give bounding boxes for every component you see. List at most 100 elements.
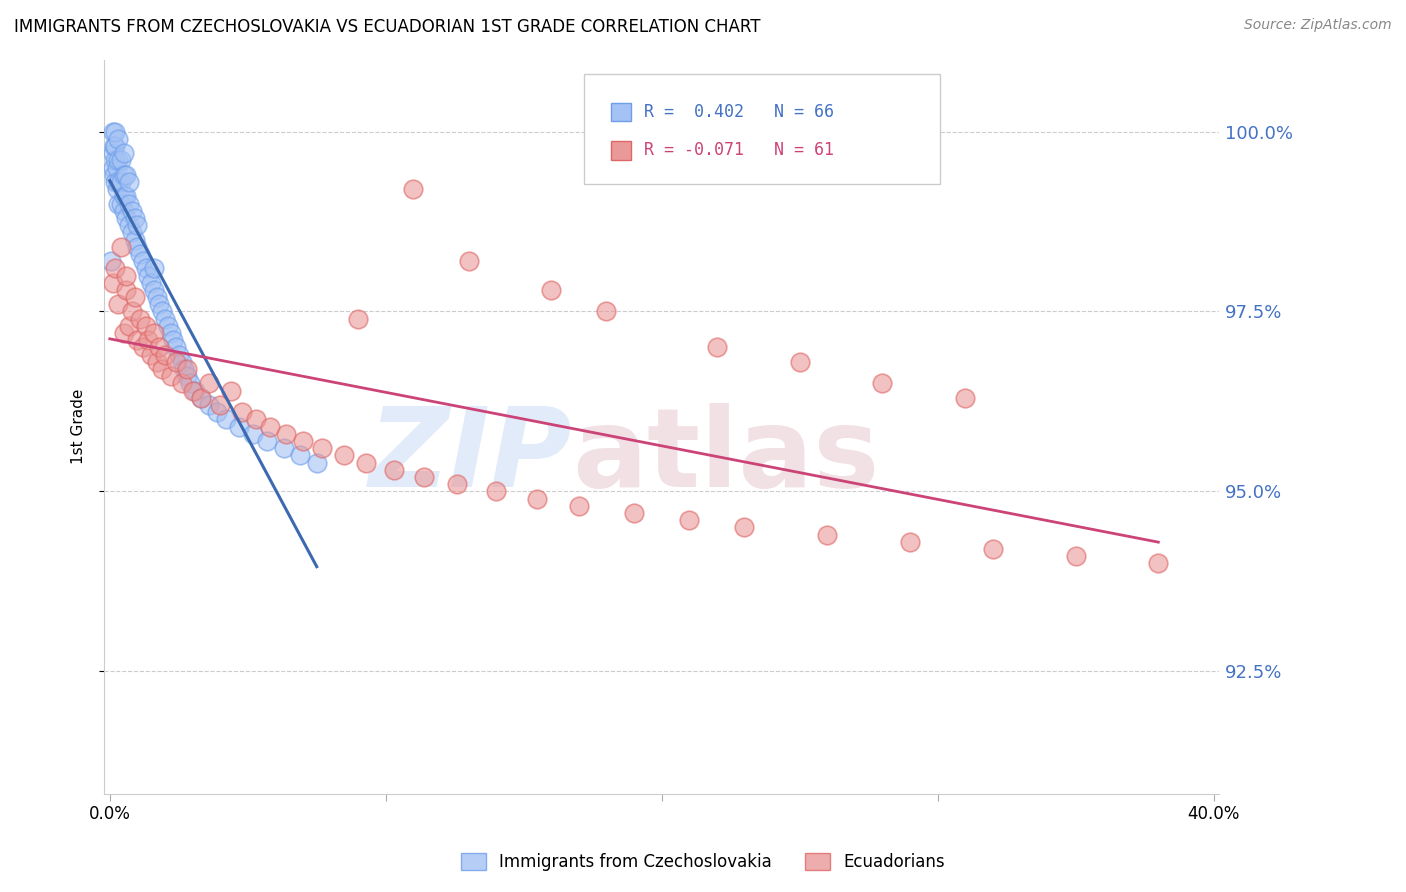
Point	[138, 268, 160, 283]
Point	[112, 189, 135, 203]
Point	[105, 182, 128, 196]
Point	[184, 384, 207, 398]
Point	[107, 297, 129, 311]
Point	[242, 426, 264, 441]
FancyBboxPatch shape	[612, 141, 631, 160]
Point	[198, 376, 221, 391]
Point	[112, 168, 135, 182]
Point	[135, 318, 157, 333]
Point	[290, 449, 312, 463]
Point	[173, 362, 195, 376]
Point	[215, 412, 238, 426]
Point	[623, 506, 645, 520]
Point	[170, 355, 193, 369]
Point	[124, 290, 146, 304]
Point	[103, 139, 125, 153]
Point	[148, 341, 170, 355]
Point	[129, 311, 152, 326]
Point	[457, 254, 479, 268]
Point	[305, 456, 328, 470]
Point	[104, 139, 127, 153]
Point	[110, 196, 132, 211]
Point	[595, 304, 617, 318]
Point	[104, 175, 127, 189]
Point	[101, 124, 124, 138]
Point	[815, 527, 838, 541]
Y-axis label: 1st Grade: 1st Grade	[72, 389, 86, 465]
Point	[118, 318, 141, 333]
Point	[143, 326, 166, 340]
Point	[115, 189, 138, 203]
Point	[402, 182, 425, 196]
Point	[115, 211, 138, 225]
Point	[156, 318, 179, 333]
Point	[259, 419, 281, 434]
Point	[179, 376, 201, 391]
Point	[115, 168, 138, 182]
Point	[1147, 557, 1170, 571]
Point	[153, 348, 176, 362]
Point	[112, 146, 135, 161]
Point	[446, 477, 468, 491]
Point	[118, 218, 141, 232]
Point	[110, 153, 132, 168]
Point	[124, 233, 146, 247]
Point	[118, 196, 141, 211]
Point	[115, 268, 138, 283]
Point	[110, 175, 132, 189]
Point	[356, 456, 378, 470]
Point	[129, 247, 152, 261]
Point	[176, 362, 198, 376]
Legend: Immigrants from Czechoslovakia, Ecuadorians: Immigrants from Czechoslovakia, Ecuadori…	[453, 845, 953, 880]
Point	[104, 261, 127, 276]
Point	[181, 384, 204, 398]
Point	[190, 391, 212, 405]
Point	[347, 311, 370, 326]
Point	[190, 391, 212, 405]
Point	[121, 225, 143, 239]
Point	[101, 161, 124, 175]
Point	[540, 283, 562, 297]
Point	[276, 426, 298, 441]
Point	[153, 311, 176, 326]
Point	[132, 341, 155, 355]
Text: Source: ZipAtlas.com: Source: ZipAtlas.com	[1244, 18, 1392, 32]
Point	[141, 348, 163, 362]
Point	[706, 341, 728, 355]
Point	[103, 168, 125, 182]
Text: R = -0.071   N = 61: R = -0.071 N = 61	[644, 141, 834, 160]
Point	[198, 398, 221, 412]
Point	[124, 211, 146, 225]
Point	[898, 534, 921, 549]
Point	[311, 441, 333, 455]
Point	[245, 412, 267, 426]
Point	[100, 254, 122, 268]
Point	[207, 405, 229, 419]
Point	[789, 355, 811, 369]
FancyBboxPatch shape	[583, 74, 941, 185]
Point	[104, 153, 127, 168]
Point	[165, 355, 187, 369]
Point	[526, 491, 548, 506]
Point	[141, 276, 163, 290]
Point	[148, 297, 170, 311]
Point	[733, 520, 755, 534]
Point	[333, 449, 356, 463]
Point	[121, 203, 143, 218]
Point	[872, 376, 894, 391]
Point	[135, 261, 157, 276]
Point	[107, 175, 129, 189]
Point	[143, 261, 166, 276]
Point	[107, 153, 129, 168]
Point	[165, 341, 187, 355]
Point	[145, 290, 167, 304]
Point	[170, 376, 193, 391]
Point	[121, 304, 143, 318]
FancyBboxPatch shape	[612, 103, 631, 121]
Point	[209, 398, 232, 412]
Point	[1064, 549, 1087, 564]
Point	[568, 499, 591, 513]
Point	[107, 132, 129, 146]
Point	[382, 463, 405, 477]
Point	[132, 254, 155, 268]
